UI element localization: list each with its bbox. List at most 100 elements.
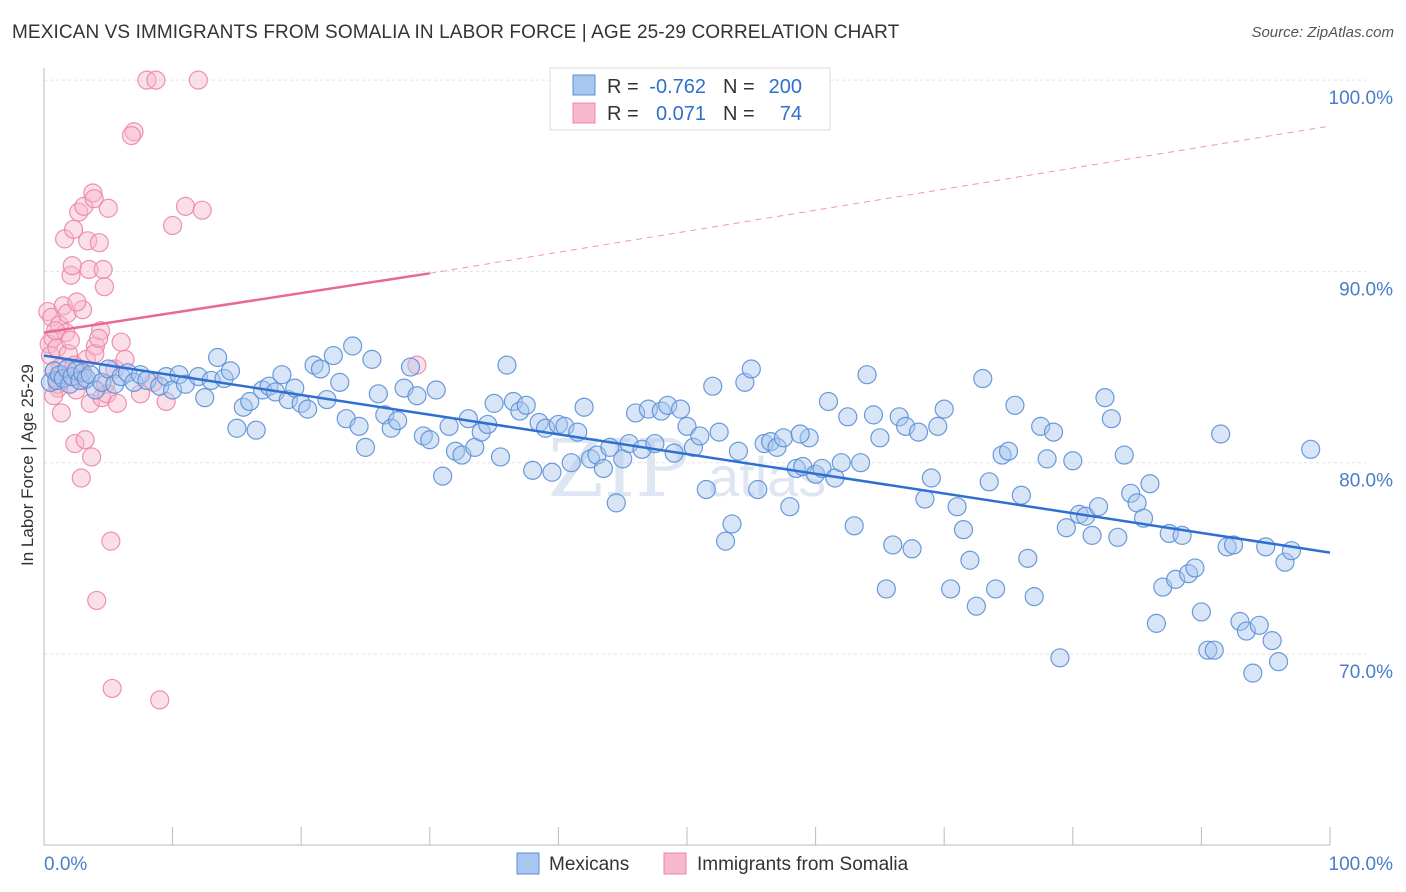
mexicans-point-163 <box>1063 451 1083 471</box>
mexicans-point-128 <box>838 407 858 427</box>
trendlines <box>43 125 1331 554</box>
somalia-point-45 <box>101 531 121 551</box>
mexicans-point-85 <box>561 453 581 473</box>
somalia-point-18 <box>62 256 82 276</box>
mexicans-point-138 <box>902 539 922 559</box>
mexicans-point-110 <box>722 514 742 534</box>
mexicans-point-22 <box>150 376 170 396</box>
mexicans-point-46 <box>310 359 331 379</box>
y-tick-label-1: 80.0% <box>1339 471 1393 492</box>
mexicans-point-146 <box>953 520 974 540</box>
mexicans-point-166 <box>1082 525 1102 545</box>
mexicans-point-147 <box>960 550 980 570</box>
somalia-point-59 <box>175 196 196 216</box>
mexicans-point-100 <box>658 395 678 415</box>
mexicans-point-149 <box>973 368 993 389</box>
gridlines <box>44 79 1366 655</box>
somalia-point-72 <box>51 403 71 423</box>
somalia-point-49 <box>111 332 131 352</box>
mexicans-point-48 <box>323 345 343 366</box>
mexicans-point-167 <box>1088 497 1109 517</box>
mexicans-point-168 <box>1095 388 1115 408</box>
y-tick-label-2: 90.0% <box>1339 279 1393 300</box>
mexicans-point-76 <box>503 391 523 412</box>
mexicans-point-145 <box>947 497 967 517</box>
somalia-point-37 <box>89 233 109 253</box>
mexicans-point-63 <box>420 430 440 450</box>
legend-somalia-label: Immigrants from Somalia <box>697 854 909 875</box>
mexicans-n-value: 200 <box>769 76 802 98</box>
mexicans-point-113 <box>741 359 761 379</box>
somalia-point-27 <box>75 430 95 450</box>
mexicans-point-61 <box>407 386 427 406</box>
mexicans-point-82 <box>542 462 562 482</box>
mexicans-point-35 <box>240 391 260 412</box>
somalia-point-48 <box>107 393 127 413</box>
mexicans-point-95 <box>625 403 646 423</box>
somalia-point-46 <box>102 678 122 699</box>
somalia-point-26 <box>74 196 94 216</box>
mexicans-point-195 <box>1268 652 1289 672</box>
mexicans-point-157 <box>1024 587 1044 607</box>
mexicans-point-73 <box>484 393 504 413</box>
mexicans-point-197 <box>1281 541 1302 561</box>
mexicans-point-151 <box>986 579 1006 599</box>
somalia-point-40 <box>93 259 113 280</box>
somalia-point-36 <box>87 590 107 611</box>
mexicans-point-57 <box>381 418 401 438</box>
mexicans-point-105 <box>690 426 710 446</box>
mexicans-point-41 <box>278 389 298 410</box>
mexicans-point-119 <box>780 497 800 517</box>
mexicans-point-130 <box>851 453 871 473</box>
mexicans-point-131 <box>857 365 877 385</box>
mexicans-point-107 <box>703 376 723 396</box>
mexicans-swatch <box>572 74 596 96</box>
mexicans-point-49 <box>330 372 350 392</box>
mexicans-point-28 <box>195 388 215 408</box>
somalia-r-value: 0.071 <box>656 103 706 125</box>
source-label: Source: ZipAtlas.com <box>1251 24 1394 41</box>
somalia-point-44 <box>98 198 118 218</box>
mexicans-point-194 <box>1262 631 1282 651</box>
somalia-point-32 <box>81 447 102 467</box>
mexicans-point-198 <box>1301 439 1321 459</box>
mexicans-point-54 <box>362 349 382 369</box>
somalia-point-24 <box>71 468 91 488</box>
mexicans-point-139 <box>908 422 929 442</box>
mexicans-point-127 <box>831 453 851 473</box>
mexicans-point-170 <box>1108 527 1128 547</box>
axes <box>43 68 1331 846</box>
y-axis-title: In Labor Force | Age 25-29 <box>18 364 37 566</box>
mexicans-point-114 <box>748 479 768 500</box>
somalia-point-41 <box>94 277 115 297</box>
mexicans-point-64 <box>426 380 446 400</box>
mexicans-point-108 <box>709 422 729 442</box>
mexicans-point-40 <box>272 365 292 385</box>
mexicans-point-143 <box>934 399 954 419</box>
mexicans-point-135 <box>883 535 903 555</box>
mexicans-point-51 <box>343 336 363 356</box>
mexicans-n-label: N = <box>723 76 755 98</box>
somalia-point-69 <box>121 125 142 146</box>
somalia-point-56 <box>150 690 170 710</box>
mexicans-point-33 <box>227 418 247 438</box>
mexicans-point-148 <box>966 596 986 616</box>
stats-legend: R = -0.762 N = 200 R = 0.071 N = 74 <box>549 67 831 131</box>
somalia-point-65 <box>67 292 87 312</box>
mexicans-point-52 <box>349 416 369 436</box>
mexicans-point-186 <box>1211 424 1231 444</box>
somalia-swatch <box>572 102 596 124</box>
mexicans-point-172 <box>1121 483 1141 503</box>
somalia-point-33 <box>83 183 103 203</box>
mexicans-point-109 <box>715 531 736 551</box>
mexicans-point-142 <box>928 416 948 436</box>
chart-title: MEXICAN VS IMMIGRANTS FROM SOMALIA IN LA… <box>12 22 900 43</box>
y-tick-labels: 70.0% 80.0% 90.0% 100.0% <box>1329 88 1394 683</box>
mexicans-point-136 <box>889 407 909 427</box>
mexicans-point-74 <box>490 447 511 467</box>
mexicans-point-161 <box>1050 648 1070 668</box>
mexicans-point-44 <box>298 399 318 419</box>
mexicans-point-185 <box>1204 640 1224 660</box>
mexicans-point-171 <box>1114 445 1134 465</box>
